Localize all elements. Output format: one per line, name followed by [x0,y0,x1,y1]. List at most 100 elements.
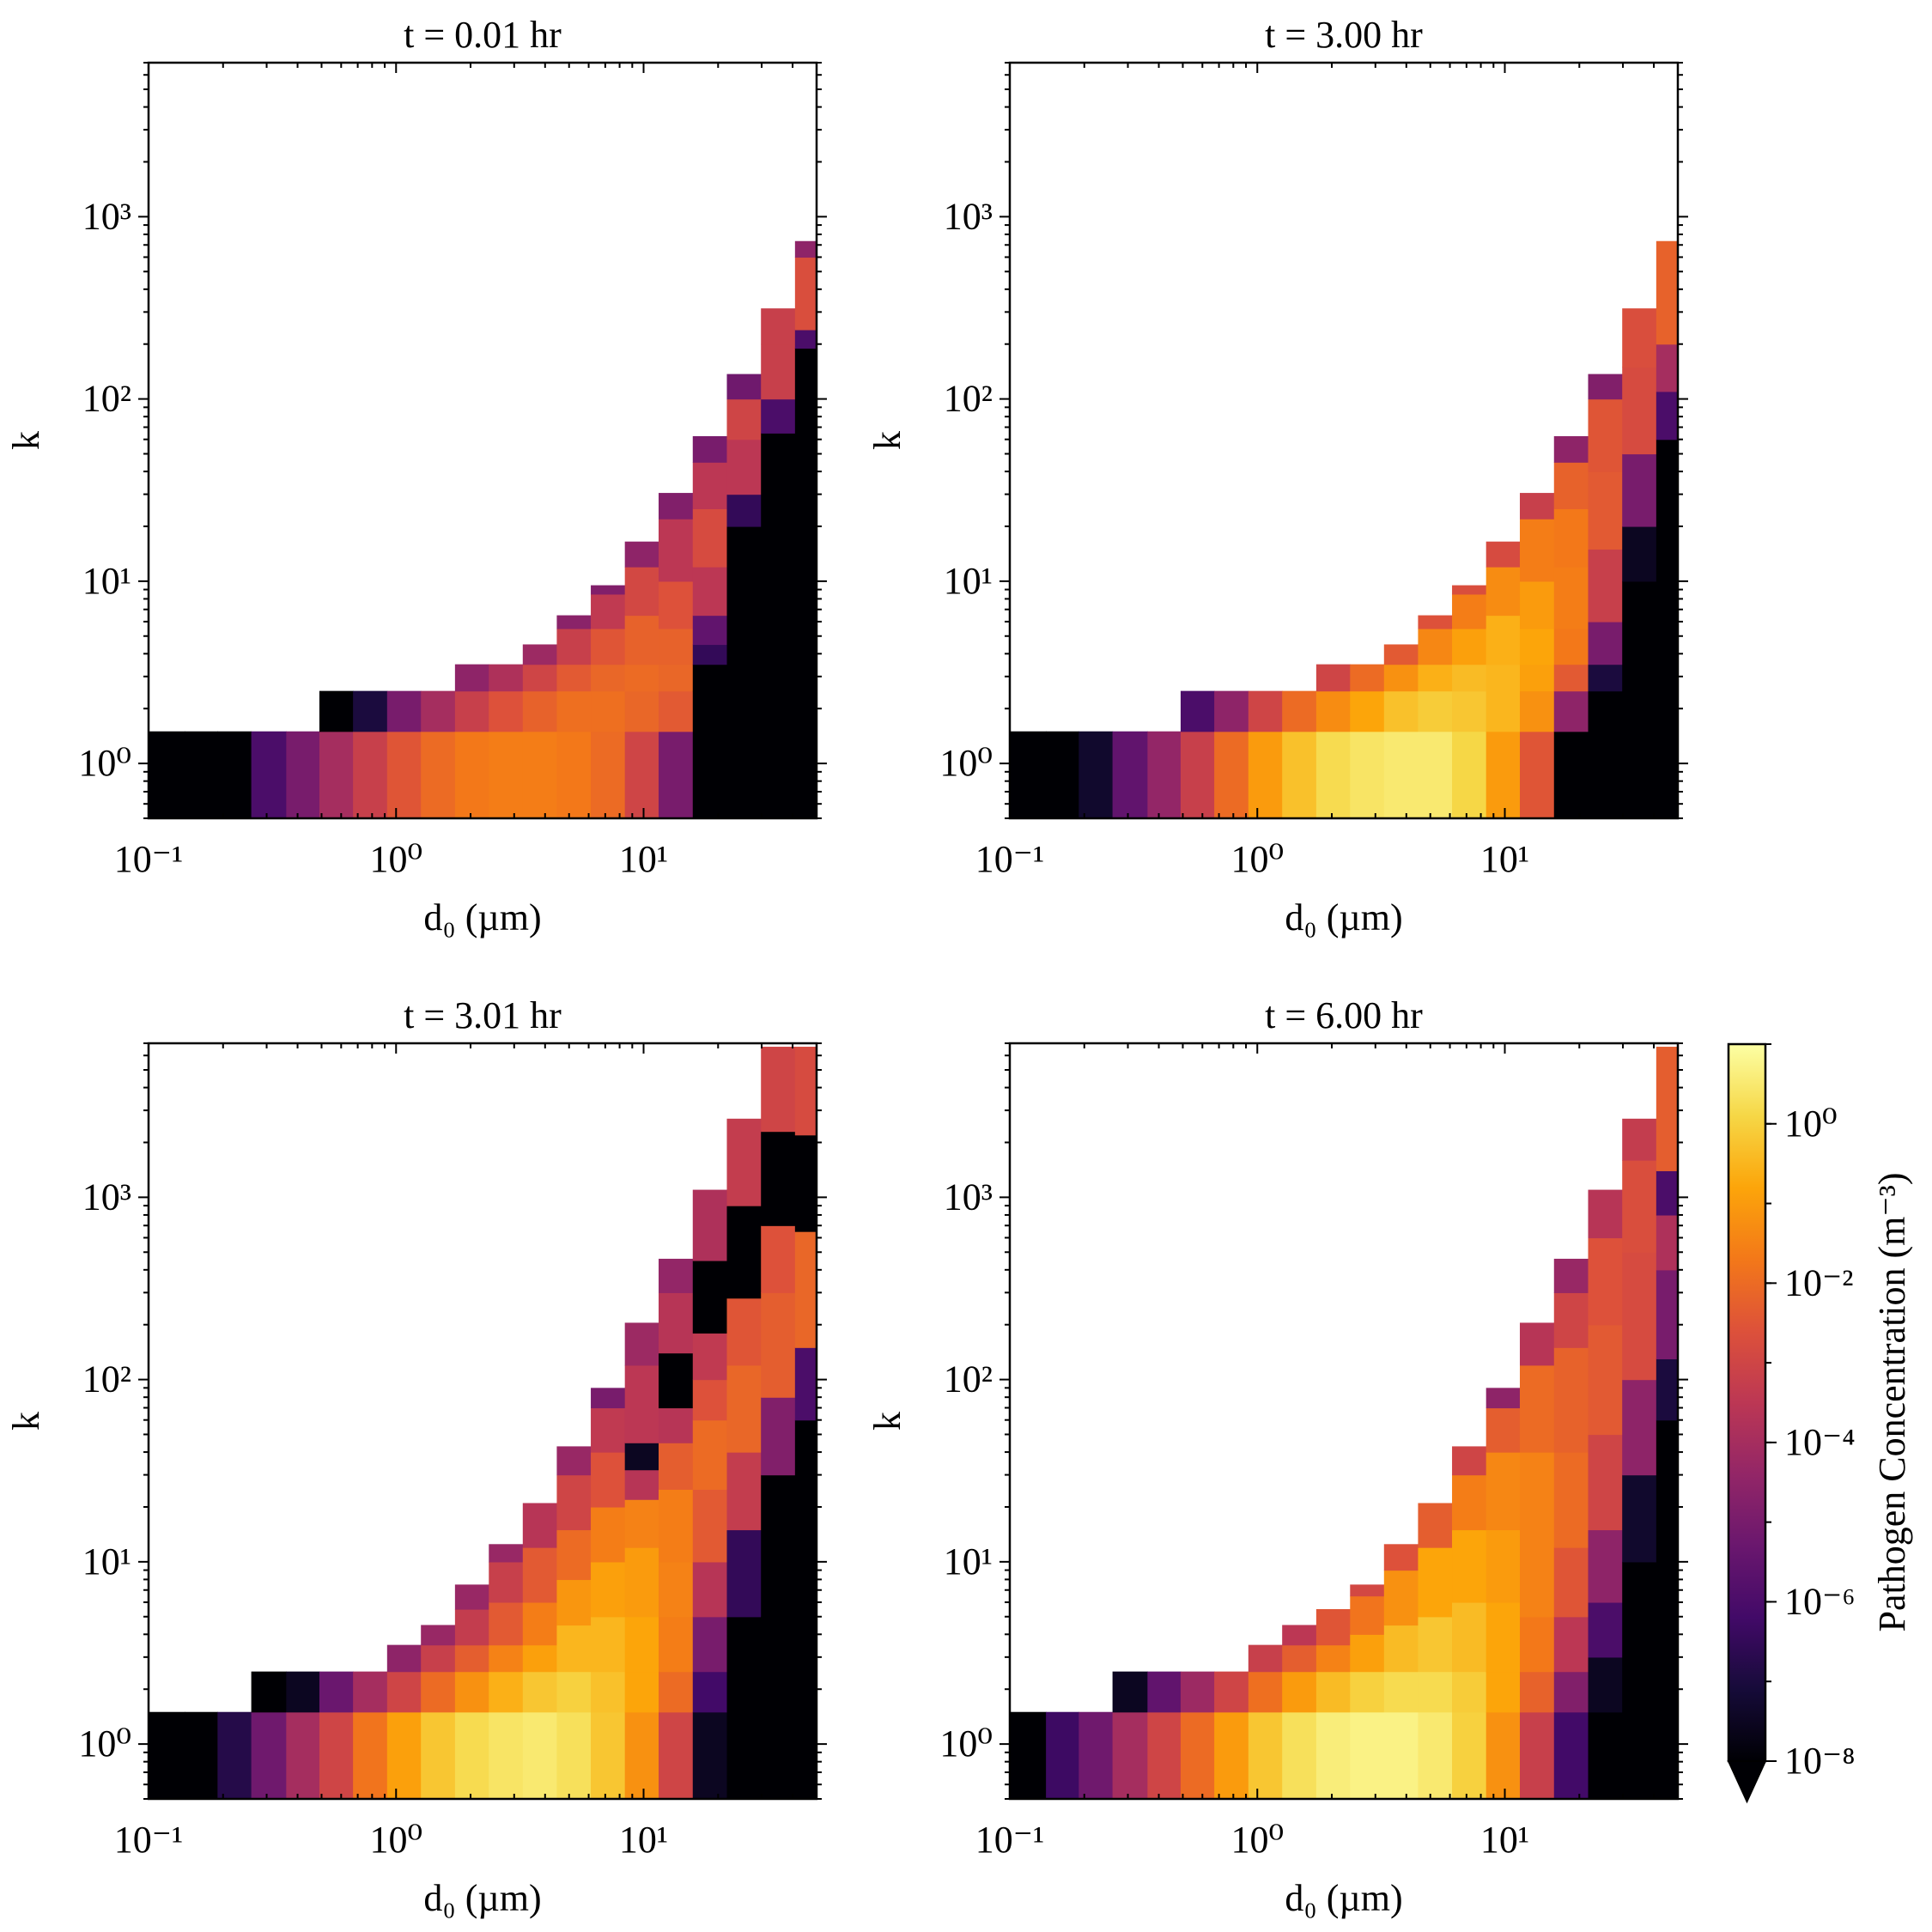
heatmap-cell [353,1711,388,1800]
heatmap-cell [522,664,558,692]
heatmap-cell [522,1547,558,1603]
x-tick-label: 10⁰ [1230,838,1284,880]
heatmap-cell [1520,628,1555,665]
heatmap-cell [591,585,626,595]
heatmap-cell [1282,731,1317,819]
y-tick-label: 10³ [82,1176,131,1218]
heatmap-cell [659,1671,694,1713]
y-tick-label: 10² [944,1358,993,1400]
heatmap-cell [1485,1671,1521,1713]
x-axis-label: d₀ (µm) [1285,896,1402,939]
heatmap-cell [659,690,694,732]
heatmap-cell [556,1711,592,1800]
heatmap-cell [251,1711,287,1800]
heatmap-cell [591,1506,626,1563]
subplot-grid: 10⁻¹ 10⁰ 10¹ 10⁰ 10¹ 10² 10³ t = 0.01 hr d₀ (µm)… [5,14,1688,1919]
heatmap-cell [692,615,728,646]
heatmap-cell [556,1474,592,1531]
axes-frame [147,61,818,820]
y-tick-label: 10⁰ [939,742,993,784]
y-tick-label: 10¹ [944,560,993,602]
heatmap-cell [454,1644,489,1673]
heatmap-cell [1520,664,1555,692]
heatmap-cell [489,731,524,819]
heatmap-cell [1553,508,1589,568]
heatmap-cell [489,1671,524,1713]
colorbar-ticks: 10⁻⁸ 10⁻⁶ 10⁻⁴ 10⁻² 10⁰ [1765,1043,1856,1782]
heatmap-cell [1553,1347,1589,1453]
heatmap-cell [1350,1595,1385,1635]
y-tick-label: 10⁰ [78,1722,131,1765]
y-tick-label: 10³ [944,1176,993,1218]
colorbar-tick-label: 10⁻⁴ [1784,1421,1856,1463]
heatmap-cell [1282,1644,1317,1673]
y-tick-label: 10³ [944,195,993,237]
heatmap-cell [1520,1616,1555,1673]
heatmap-cell [1622,1252,1657,1381]
heatmap-cell [522,1503,558,1548]
heatmap-cell [1588,690,1623,819]
heatmap-cell [1485,541,1521,568]
heatmap-panel-1: 10⁻¹ 10⁰ 10¹ 10⁰ 10¹ 10² 10³ t = 0.01 hr d₀ (µm)… [5,14,827,939]
heatmap-cell [1350,1671,1385,1713]
heatmap-cell [1010,1711,1047,1800]
heatmap-cell [1010,731,1047,819]
heatmap-cell [591,1561,626,1618]
x-tick-label: 10⁻¹ [975,838,1044,880]
heatmap-cell [1553,664,1589,692]
heatmap-cell [286,1671,320,1713]
heatmap-cell [1315,1608,1351,1646]
heatmap-cell [1656,1214,1679,1271]
heatmap-cell [726,1297,762,1366]
heatmap-cell [794,240,817,258]
heatmap-cell [659,1352,694,1409]
heatmap-cell [1485,1711,1521,1800]
heatmap-cell [761,1616,796,1800]
heatmap-cell [1046,731,1079,819]
heatmap-cell [624,1711,659,1800]
heatmap-cell [794,1134,817,1232]
heatmap-cell [1656,240,1679,345]
colorbar-body [1727,1042,1767,1763]
heatmap-cell [454,1608,489,1646]
heatmap-cell [1452,1671,1487,1713]
y-tick-label: 10² [82,1358,131,1400]
heatmap-cell [591,664,626,692]
heatmap-cell [1553,628,1589,665]
heatmap-cell [353,731,388,819]
heatmap-cell [1588,1434,1623,1531]
heatmap-cell [1078,1711,1114,1800]
x-tick-label: 10¹ [1480,838,1529,880]
heatmap-cell [489,1644,524,1673]
heatmap-cell [1553,1547,1589,1618]
y-tick-label: 10⁰ [939,1722,993,1765]
axes-frame [147,1042,818,1801]
heatmap-cell [726,494,762,527]
heatmap-cell [1248,1671,1283,1713]
heatmap-cell [591,1452,626,1508]
heatmap-cell [1656,1358,1679,1421]
heatmap-cell [726,374,762,400]
heatmap-cell [1656,1419,1679,1800]
heatmap-cell [1622,367,1657,455]
heatmap-cell [1485,615,1521,665]
heatmap-cell [1622,453,1657,527]
axis-ticks [999,1042,1688,1800]
heatmap-cell [726,526,762,819]
colorbar-tick-label: 10⁻² [1784,1261,1853,1303]
heatmap-cell [624,541,659,568]
heatmap-cell [1112,731,1148,819]
heatmap-cell [1147,1711,1182,1800]
heatmap-cell [1248,731,1283,819]
heatmap-cell [692,462,728,510]
heatmap-cell [556,664,592,692]
heatmap-cell [591,1711,626,1800]
heatmap-cell [1214,1671,1249,1713]
heatmap-cell [556,731,592,819]
heatmap-cell [761,1047,796,1133]
heatmap-cell [1418,731,1453,819]
heatmap-cell [185,731,218,819]
heatmap-cell [1622,1379,1657,1476]
heatmap-cell [1588,1601,1623,1658]
